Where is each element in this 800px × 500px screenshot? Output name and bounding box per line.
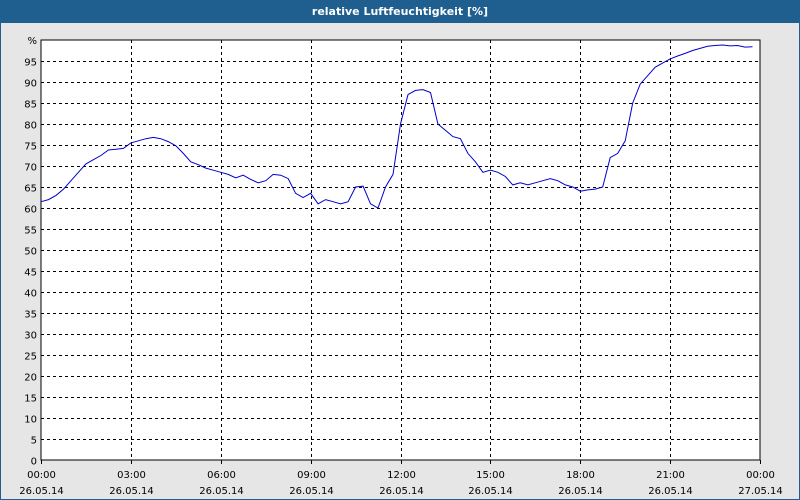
x-tick-time: 09:00 bbox=[297, 470, 326, 481]
y-tick-label: 85 bbox=[24, 100, 37, 111]
y-tick-label: 95 bbox=[24, 58, 37, 69]
y-tick-label: 60 bbox=[24, 205, 37, 216]
y-tick-label: 25 bbox=[24, 352, 37, 363]
x-tick-date: 26.05.14 bbox=[19, 486, 64, 497]
y-tick-label: 55 bbox=[24, 226, 37, 237]
x-tick-time: 15:00 bbox=[476, 470, 505, 481]
plot-area bbox=[40, 39, 761, 461]
y-tick-label: 80 bbox=[24, 121, 37, 132]
y-tick-label: 40 bbox=[24, 289, 37, 300]
y-tick-label: 20 bbox=[24, 373, 37, 384]
y-tick-label: 15 bbox=[24, 394, 37, 405]
x-tick-time: 00:00 bbox=[746, 470, 775, 481]
y-tick-label: 90 bbox=[24, 79, 37, 90]
x-tick-time: 21:00 bbox=[656, 470, 685, 481]
x-tick-time: 03:00 bbox=[117, 470, 146, 481]
y-tick-label: 35 bbox=[24, 310, 37, 321]
x-tick-date: 26.05.14 bbox=[379, 486, 424, 497]
y-axis-unit: % bbox=[27, 36, 37, 47]
x-tick-date: 26.05.14 bbox=[558, 486, 603, 497]
y-tick-label: 10 bbox=[24, 415, 37, 426]
y-tick-label: 65 bbox=[24, 184, 37, 195]
y-axis-ticks: 0 5 10 15 20 25 30 35 40 45 50 55 60 65 70 75 80 85 90 95% bbox=[24, 36, 37, 468]
x-tick-date: 26.05.14 bbox=[289, 486, 334, 497]
x-tick-time: 12:00 bbox=[387, 470, 416, 481]
y-tick-label: 70 bbox=[24, 163, 37, 174]
y-tick-label: 75 bbox=[24, 142, 37, 153]
y-tick-label: 50 bbox=[24, 247, 37, 258]
chart-title: relative Luftfeuchtigkeit [%] bbox=[1, 1, 799, 23]
x-tick-date: 27.05.14 bbox=[738, 486, 783, 497]
y-tick-label: 0 bbox=[31, 457, 37, 468]
y-tick-label: 45 bbox=[24, 268, 37, 279]
y-tick-label: 30 bbox=[24, 331, 37, 342]
x-tick-date: 26.05.14 bbox=[109, 486, 154, 497]
x-tick-time: 06:00 bbox=[207, 470, 236, 481]
x-tick-date: 26.05.14 bbox=[648, 486, 693, 497]
y-tick-label: 5 bbox=[31, 436, 37, 447]
grid bbox=[41, 40, 760, 460]
x-tick-date: 26.05.14 bbox=[199, 486, 244, 497]
x-tick-time: 18:00 bbox=[566, 470, 595, 481]
x-tick-date: 26.05.14 bbox=[468, 486, 513, 497]
x-tick-time: 00:00 bbox=[27, 470, 56, 481]
humidity-series-line bbox=[40, 44, 753, 209]
x-axis-ticks: 00:00 26.05.14 03:00 26.05.14 06:00 26.05.14 0… bbox=[19, 460, 783, 497]
